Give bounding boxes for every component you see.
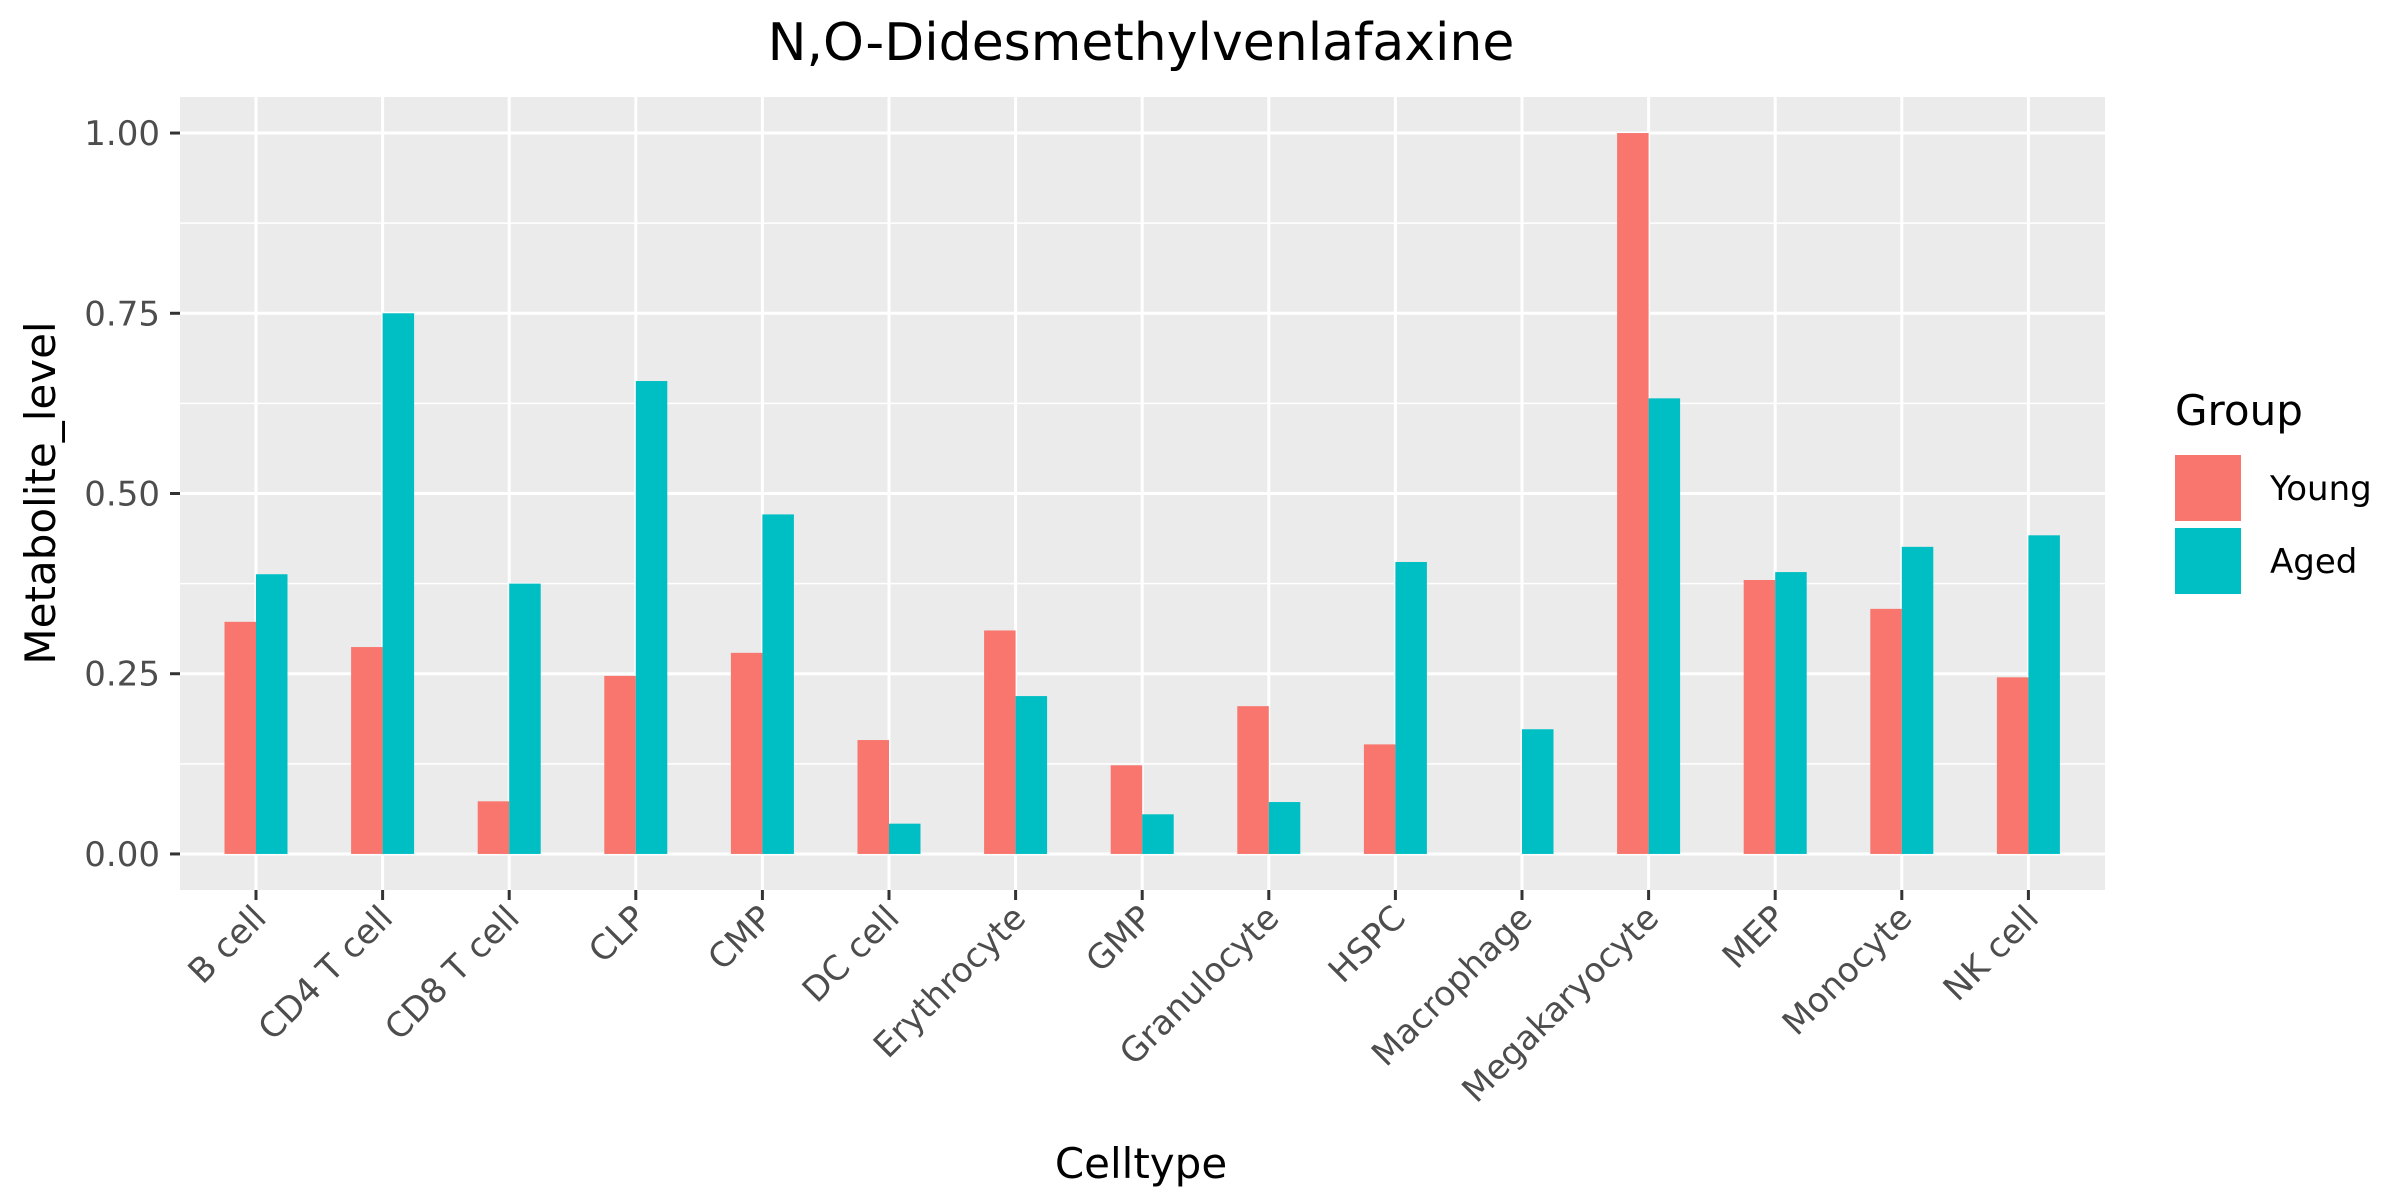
x-tick-label: CLP [581, 898, 654, 971]
legend-key-aged [2175, 528, 2241, 594]
y-tick-label: 0.75 [84, 294, 160, 334]
legend-key-young [2175, 455, 2241, 521]
x-tick-label: HSPC [1321, 898, 1414, 991]
x-tick-label: NK cell [1936, 898, 2047, 1009]
bar-young-b-cell [224, 621, 256, 854]
bar-young-erythrocyte [984, 630, 1016, 854]
bar-aged-erythrocyte [1015, 696, 1048, 854]
bar-aged-hspc [1395, 561, 1427, 854]
bar-young-gmp [1110, 765, 1143, 854]
y-axis: 0.00 0.25 0.50 0.75 1.00 [84, 114, 180, 875]
x-tick-label: CMP [700, 898, 780, 978]
bar-aged-megakaryocyte [1648, 398, 1681, 854]
legend-label-aged: Aged [2270, 542, 2357, 582]
y-tick-label: 1.00 [84, 114, 160, 154]
bar-young-monocyte [1870, 608, 1902, 854]
bar-aged-clp [635, 381, 668, 854]
y-tick-label: 0.25 [84, 655, 160, 695]
bar-aged-mep [1775, 572, 1807, 854]
chart-title: N,O-Didesmethylvenlafaxine [768, 13, 1515, 73]
x-tick-label: CD4 T cell [251, 898, 401, 1048]
bar-aged-b-cell [256, 574, 288, 854]
bar-young-nk-cell [1996, 677, 2029, 854]
bar-young-cmp [730, 652, 763, 854]
x-tick-label: B cell [181, 898, 275, 992]
bar-aged-gmp [1142, 814, 1174, 854]
bar-aged-dc-cell [889, 823, 921, 854]
bar-aged-cmp [762, 514, 794, 854]
bar-young-cd8-t-cell [477, 801, 510, 854]
y-tick-label: 0.00 [84, 835, 160, 875]
bar-young-granulocyte [1237, 706, 1269, 854]
x-tick-label: DC cell [795, 898, 908, 1011]
legend-label-young: Young [2269, 469, 2372, 509]
bar-young-clp [604, 675, 636, 854]
bar-young-mep [1743, 580, 1776, 854]
bar-young-hspc [1363, 744, 1396, 854]
bar-aged-cd4-t-cell [382, 313, 415, 854]
bar-aged-granulocyte [1268, 802, 1301, 854]
legend: Group Young Aged [2175, 386, 2372, 594]
bars-group [224, 133, 2060, 854]
x-tick-label: MEP [1715, 898, 1794, 977]
bar-young-cd4-t-cell [351, 647, 383, 854]
bar-aged-nk-cell [2028, 535, 2060, 854]
bar-young-megakaryocyte [1617, 133, 1649, 854]
bar-aged-cd8-t-cell [509, 583, 541, 854]
x-tick-label: CD8 T cell [377, 898, 527, 1048]
bar-aged-monocyte [1901, 546, 1934, 854]
legend-title: Group [2175, 386, 2303, 435]
bar-aged-macrophage [1522, 729, 1554, 854]
x-axis-title: Celltype [1055, 1139, 1227, 1188]
x-tick-label: Monocyte [1775, 898, 1920, 1043]
y-axis-title: Metabolite_level [16, 321, 65, 664]
x-tick-label: GMP [1078, 898, 1160, 980]
y-tick-label: 0.50 [84, 475, 160, 515]
bar-young-dc-cell [857, 740, 889, 854]
